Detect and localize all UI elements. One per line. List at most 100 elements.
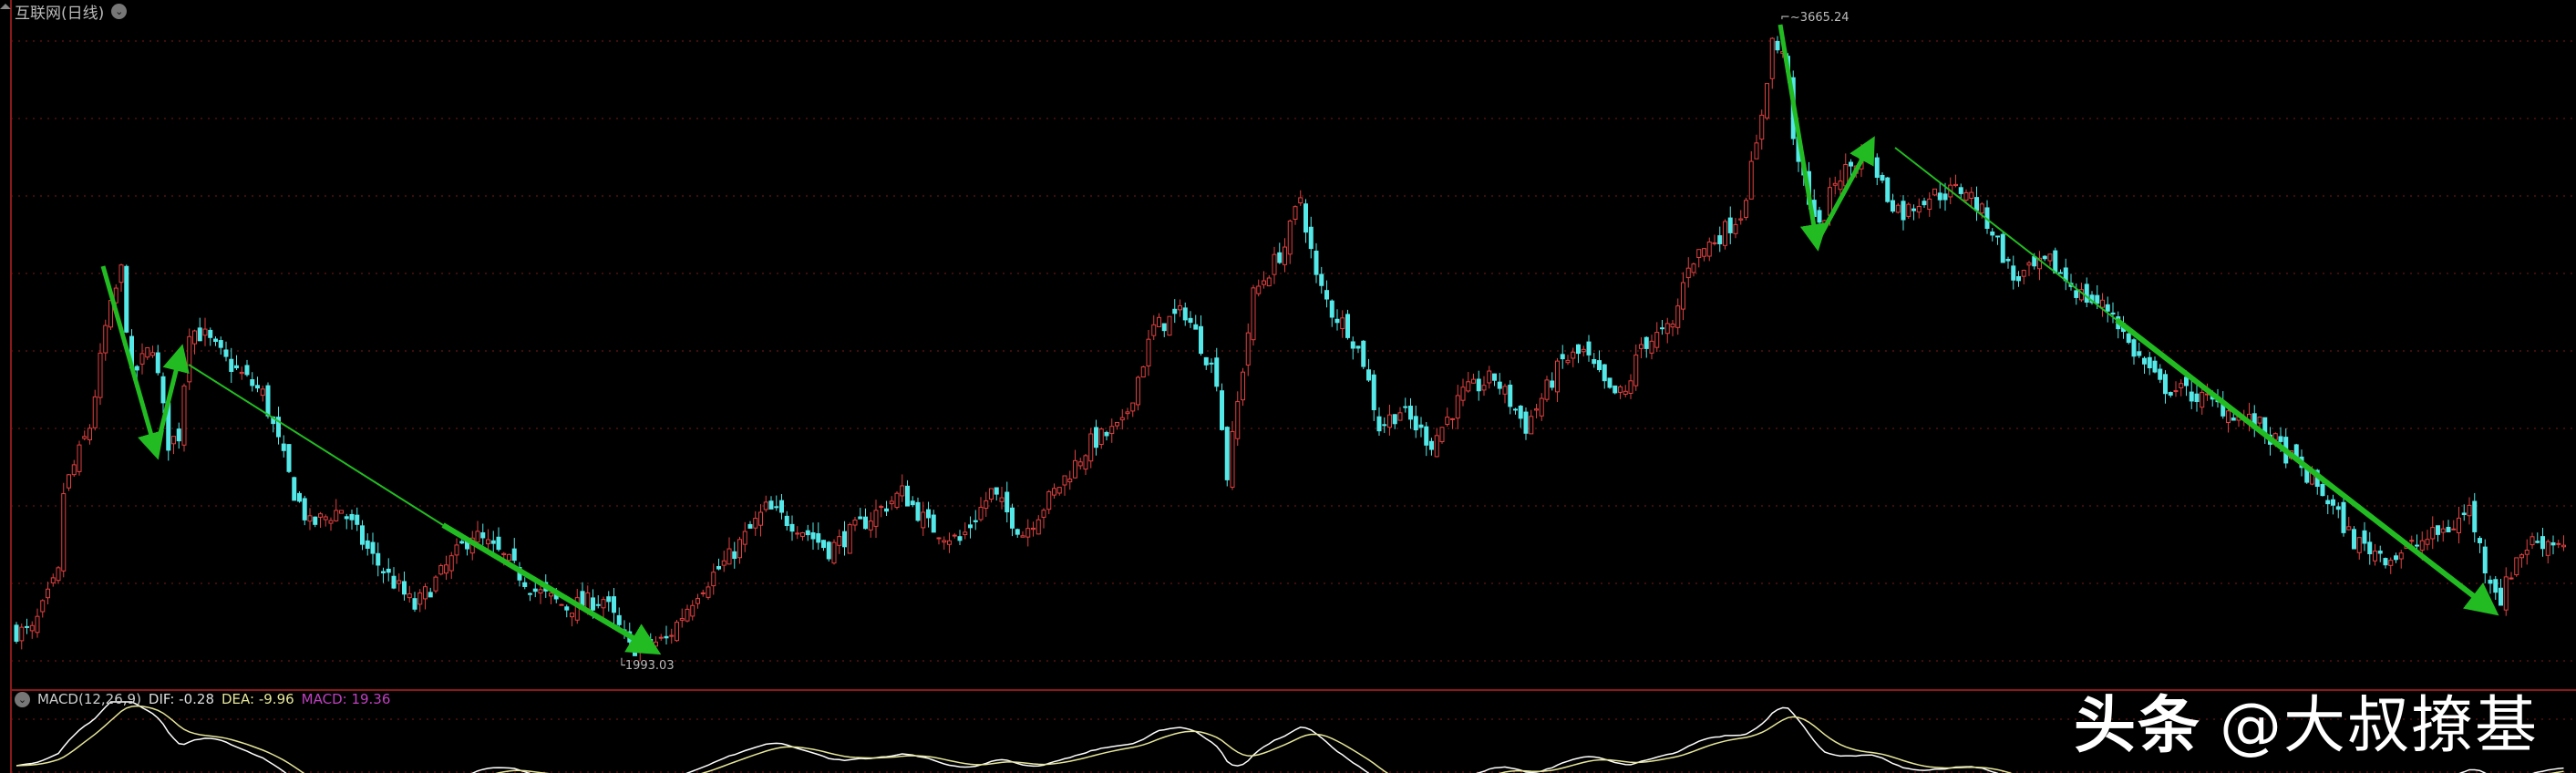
- candle-body: [2398, 552, 2404, 560]
- candle: [1293, 205, 1298, 225]
- candle: [181, 383, 187, 452]
- candle: [800, 531, 805, 541]
- candle: [323, 514, 328, 527]
- candle: [868, 511, 873, 538]
- candle-body: [648, 638, 654, 645]
- candle-body: [88, 428, 92, 440]
- candle: [595, 595, 601, 609]
- candle-body: [234, 365, 239, 369]
- scroll-up-icon[interactable]: [0, 4, 11, 9]
- candle-body: [365, 540, 370, 550]
- candle-body: [397, 580, 402, 584]
- candle: [1529, 409, 1534, 435]
- candle-body: [1182, 307, 1188, 321]
- candle: [1283, 238, 1287, 273]
- candle: [2367, 531, 2373, 565]
- candle-body: [675, 622, 679, 642]
- candle: [1350, 336, 1355, 360]
- candle-body: [1639, 344, 1643, 349]
- candle: [1455, 385, 1460, 429]
- candle: [1298, 190, 1303, 206]
- candle: [1130, 402, 1136, 417]
- candle-body: [61, 493, 67, 572]
- chevron-down-icon[interactable]: ⌄: [15, 691, 30, 707]
- candle-body: [2457, 517, 2461, 533]
- candle: [444, 555, 448, 581]
- candle-body: [139, 353, 145, 365]
- candle: [2535, 532, 2540, 544]
- candle-body: [1476, 378, 1481, 392]
- candle: [758, 504, 763, 537]
- candle: [2179, 379, 2184, 397]
- candle: [721, 551, 726, 572]
- chevron-down-icon[interactable]: ⌄: [111, 4, 128, 19]
- candle-body: [145, 346, 150, 358]
- candle: [768, 496, 774, 510]
- candle: [1256, 279, 1262, 297]
- candle-body: [1272, 253, 1277, 275]
- candle-body: [1990, 231, 1995, 236]
- candle-body: [286, 444, 292, 472]
- candle-body: [244, 365, 250, 376]
- candle-body: [1963, 191, 1969, 201]
- candle: [490, 531, 496, 553]
- candle-body: [2005, 258, 2011, 262]
- candle: [187, 328, 192, 390]
- candle-body: [873, 510, 879, 527]
- candle-body: [433, 576, 438, 592]
- candle-body: [2037, 257, 2042, 270]
- candle: [2152, 356, 2158, 374]
- candle-body: [2488, 579, 2493, 584]
- candle-body: [412, 598, 417, 610]
- candle: [2100, 293, 2105, 317]
- candle-body: [1434, 435, 1439, 458]
- candle: [1916, 198, 1922, 219]
- candle-body: [559, 603, 564, 606]
- candle-body: [963, 531, 968, 535]
- candle: [2147, 352, 2152, 376]
- candle-body: [1633, 354, 1639, 386]
- candle: [1251, 284, 1256, 346]
- chart-title[interactable]: 互联网(日线) ⌄: [15, 0, 128, 23]
- candle-body: [459, 541, 465, 544]
- candle-body: [532, 588, 538, 593]
- candle-body: [355, 514, 360, 525]
- candle: [669, 628, 675, 644]
- candle: [2352, 526, 2356, 550]
- candle-body: [1098, 428, 1104, 445]
- candle: [2478, 535, 2482, 553]
- candle-body: [1660, 327, 1664, 330]
- candle-body: [1293, 206, 1298, 220]
- candle-body: [1140, 366, 1146, 378]
- candle-body: [1838, 180, 1843, 191]
- candle: [1136, 376, 1140, 411]
- candle: [784, 510, 789, 531]
- candle-body: [1664, 323, 1670, 335]
- macd-dea-line: [15, 705, 2564, 773]
- candle: [528, 592, 532, 602]
- candle-body: [334, 510, 339, 521]
- candle-body: [1005, 491, 1010, 513]
- candle: [1010, 503, 1015, 537]
- candle-body: [2131, 339, 2137, 357]
- candle-body: [1592, 358, 1597, 365]
- candle-body: [176, 428, 181, 442]
- candle-body: [2346, 526, 2352, 531]
- candle: [601, 596, 606, 618]
- candle-body: [1539, 397, 1544, 417]
- candle-body: [480, 531, 486, 539]
- candle-body: [1424, 426, 1429, 446]
- candle-body: [831, 541, 837, 564]
- candle-body: [92, 396, 98, 428]
- candle-body: [690, 604, 696, 617]
- candle: [1681, 272, 1685, 321]
- candle-body: [2341, 501, 2346, 533]
- candle: [1193, 314, 1199, 330]
- candle-body: [1324, 290, 1329, 300]
- candle-body: [302, 498, 307, 520]
- candle: [753, 510, 758, 536]
- candle-body: [1083, 455, 1088, 470]
- candle: [2247, 402, 2251, 432]
- candle-body: [1681, 282, 1685, 310]
- candle-body: [2126, 333, 2131, 344]
